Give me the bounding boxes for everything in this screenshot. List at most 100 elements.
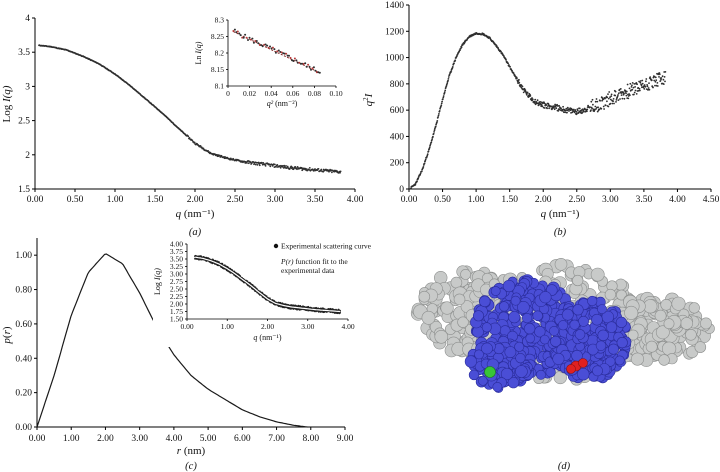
panel-b-data-point [620,94,623,96]
panel-b-data-point [417,177,420,180]
panel-b-data-point [438,113,440,115]
panel-b-data-point [633,91,636,94]
panel-a-inset-data-point [238,32,241,35]
panel-a-inset-data-point [304,62,307,65]
panel-a-y-tick-label: 2 [25,151,30,161]
panel-b-data-point [639,80,642,82]
panel-b-data-point [629,94,631,96]
panel-b-data-point [540,103,543,106]
panel-b-data-point [660,77,663,79]
panel-a-data-point [301,169,304,172]
panel-b-data-point [574,109,577,111]
panel-d-envelope-sphere [457,316,469,328]
panel-b-data-point [452,63,455,66]
panel-b-data-point [617,94,619,96]
panel-b-data-point [423,162,426,165]
panel-b-data-point [653,79,656,82]
panel-a-inset-y-tick-label: 8.2 [215,49,225,58]
panel-b-data-point [633,83,636,85]
panel-b-data-point [625,92,627,95]
panel-a-inset-fit-line [233,31,321,74]
panel-a-x-tick-label: 0.50 [67,195,84,205]
panel-d-red-marker [578,358,588,368]
panel-d-envelope-sphere [434,329,449,344]
panel-b-data-point [534,98,537,101]
panel-c-inset-y-tick-label: 1.75 [170,307,183,316]
panel-d-model-sphere [591,313,603,326]
panel-a-data-point [296,168,298,171]
panel-d-envelope-sphere [694,341,707,353]
panel-b-x-tick-label: 0.50 [434,195,451,205]
panel-a-data-point [262,162,265,164]
panel-c-inset-legend-fit-line1: P(r) function fit to the [280,257,348,266]
panel-a-inset-data-point [255,40,258,42]
panel-d-model-sphere [515,353,526,364]
panel-a-x-tick-label: 1.50 [147,195,164,205]
panel-a-inset-data-point [254,40,257,42]
panel-b-data-point [623,97,626,100]
panel-b-label: (b) [554,227,567,238]
panel-a-inset-data-point [314,69,317,72]
panel-a-inset-data-point [288,54,290,57]
panel-c-x-tick-label: 2.00 [97,434,114,444]
panel-b-chart: 0.00 0.50 1.00 1.50 2.00 2.50 3.00 3.50 4.00 4.50… [362,1,720,238]
panel-b-data-point [586,108,589,111]
panel-d-model-sphere [587,295,598,307]
panel-b-data-point [521,85,524,88]
panel-d-envelope-sphere [688,302,700,314]
panel-b-data-point [566,111,568,114]
panel-b-x-tick-label: 4.50 [703,195,720,205]
panel-b-data-point [634,89,637,92]
panel-c-y-tick-label: 0.00 [15,423,32,433]
panel-a-inset-data-point [250,38,252,41]
panel-b-data-point [604,104,607,107]
panel-b-data-point [536,99,539,102]
panel-b-data-point [438,110,441,112]
panel-d-envelope-sphere [700,317,712,330]
panel-b-data-point [572,108,575,111]
panel-a-data-point [269,165,272,168]
panel-b-data-point [433,129,436,132]
panel-b-data-point [625,90,628,93]
panel-b-data-point [447,76,450,78]
panel-a-inset-y-tick-label: 8.3 [215,16,225,25]
panel-b-data-point [592,103,594,106]
panel-d-model-sphere [552,352,565,365]
panel-d-model-sphere [464,355,478,368]
panel-b-data-point [436,121,438,124]
panel-b-data-point [616,95,619,98]
panel-a-inset-x-tick-label: 0.08 [308,89,321,98]
panel-b-data-point [658,73,661,76]
panel-a-inset-data-point [289,56,292,59]
panel-d-model-sphere [549,325,560,336]
panel-b-data-point [448,73,451,76]
panel-b-data-point [658,76,660,78]
panel-b-data-point [495,44,498,47]
panel-b-data-point [639,81,642,84]
panel-a-data-point [294,166,297,168]
panel-b-data-point [414,183,417,186]
panel-b-data-point [531,97,533,99]
panel-b-data-point [416,180,418,183]
panel-d-label: (d) [558,461,571,472]
panel-c-chart: 0.00 1.00 2.00 3.00 4.00 5.00 6.00 7.00 8.00 9.00… [1,238,372,472]
panel-a-data-point [290,165,293,168]
panel-c-inset-y-tick-label: 2.75 [170,277,183,286]
panel-c-x-tick-label: 5.00 [200,434,217,444]
panel-d-red-marker [566,364,576,374]
panel-b-data-point [446,82,449,85]
panel-c-inset-experimental-point [246,280,249,283]
panel-b-data-point [654,84,656,87]
panel-d-model-sphere [502,279,516,293]
panel-b-data-point [430,141,433,144]
panel-b-data-point [599,99,601,102]
panel-d-model-sphere [521,313,533,324]
panel-b-data-point [426,153,429,156]
panel-d-model-sphere [539,334,550,345]
panel-a-data-point [275,166,277,168]
panel-c-inset-legend-fit-line2: experimental data [281,266,335,275]
panel-a-inset-data-point [301,62,304,65]
panel-b-x-tick-label: 1.50 [501,195,518,205]
panel-a-data-point [279,166,282,169]
panel-a-y-tick-label: 4 [25,14,30,24]
